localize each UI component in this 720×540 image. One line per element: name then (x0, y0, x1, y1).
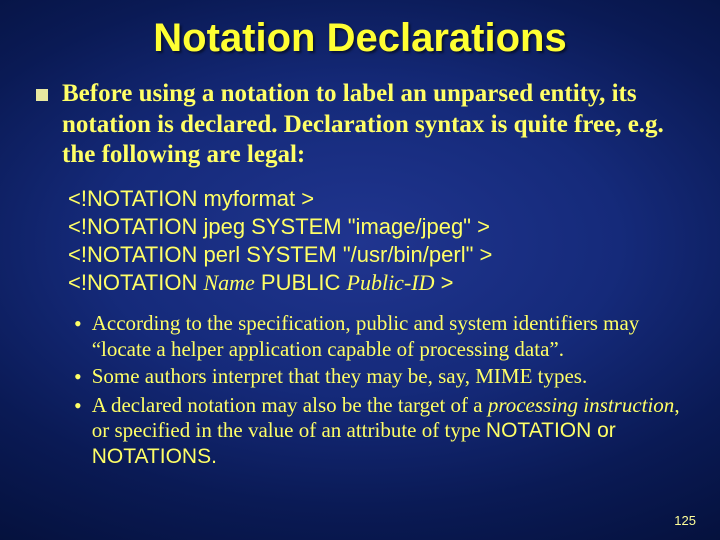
sub-bullet-2: • Some authors interpret that they may b… (68, 364, 690, 390)
sub-bullet-1: • According to the specification, public… (68, 311, 690, 362)
sub3-italic: processing instruction (488, 393, 674, 417)
intro-text: Before using a notation to label an unpa… (62, 79, 690, 171)
code-line4-pub: Public-ID (347, 270, 435, 295)
bullet-dot-icon: • (74, 393, 82, 419)
sub-bullet-list: • According to the specification, public… (68, 311, 690, 469)
code-line4-name: Name (203, 270, 254, 295)
bullet-dot-icon: • (74, 311, 82, 337)
code-line-4: <!NOTATION Name PUBLIC Public-ID > (68, 269, 690, 297)
square-bullet-icon (36, 89, 48, 101)
code-block: <!NOTATION myformat > <!NOTATION jpeg SY… (68, 185, 690, 298)
intro-bullet-row: Before using a notation to label an unpa… (36, 79, 690, 185)
code-line4-c: > (434, 270, 453, 295)
code-line-1: <!NOTATION myformat > (68, 185, 690, 213)
sub-text-1: According to the specification, public a… (92, 311, 690, 362)
sub-bullet-3: • A declared notation may also be the ta… (68, 393, 690, 470)
page-number: 125 (674, 513, 696, 528)
code-line-3: <!NOTATION perl SYSTEM "/usr/bin/perl" > (68, 241, 690, 269)
bullet-dot-icon: • (74, 364, 82, 390)
sub-text-2: Some authors interpret that they may be,… (92, 364, 690, 390)
code-line4-a: <!NOTATION (68, 270, 203, 295)
code-line-2: <!NOTATION jpeg SYSTEM "image/jpeg" > (68, 213, 690, 241)
slide: Notation Declarations Before using a not… (0, 0, 720, 540)
sub3-a: A declared notation may also be the targ… (92, 393, 488, 417)
code-line4-b: PUBLIC (255, 270, 347, 295)
sub-text-3: A declared notation may also be the targ… (92, 393, 690, 470)
slide-title: Notation Declarations (30, 16, 690, 61)
